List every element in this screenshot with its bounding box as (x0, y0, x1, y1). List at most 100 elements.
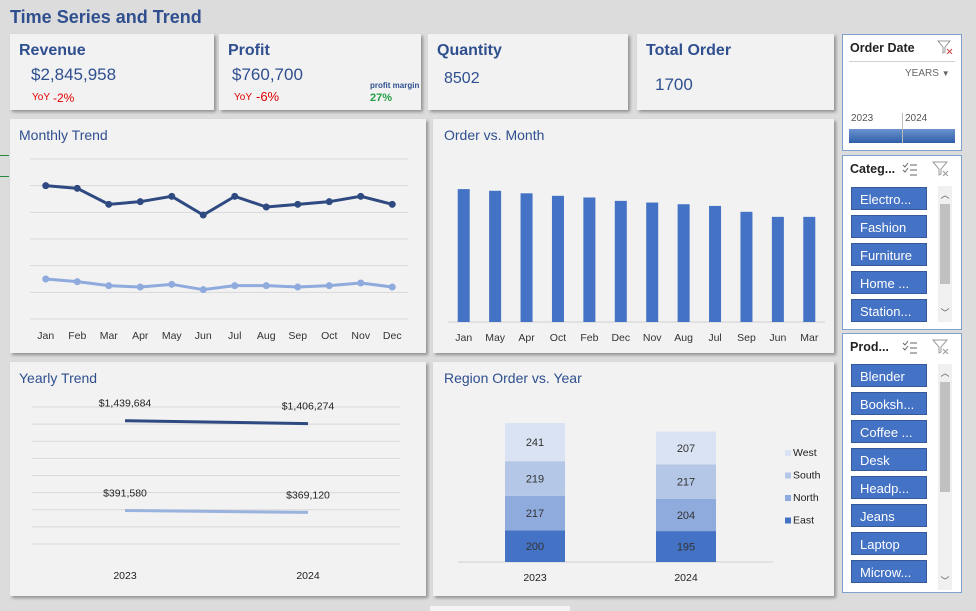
data-point (357, 279, 365, 287)
stacked-bar-segment (656, 498, 716, 532)
slicer-item[interactable]: Booksh... (851, 392, 927, 415)
x-tick-label: Apr (132, 330, 149, 342)
data-point (73, 278, 81, 286)
x-tick-label: Feb (580, 332, 598, 344)
multi-select-icon[interactable] (902, 340, 918, 354)
data-point (168, 280, 176, 288)
slicer-item[interactable]: Fashion (851, 215, 927, 238)
scroll-thumb[interactable] (940, 382, 950, 492)
scroll-down-icon[interactable]: ﹀ (940, 308, 950, 318)
x-tick-label: Sep (288, 330, 307, 342)
x-tick-label: 2024 (296, 570, 320, 582)
x-tick-label: Jan (455, 332, 472, 344)
multi-select-icon[interactable] (902, 162, 918, 176)
x-tick-label: May (162, 330, 183, 342)
revenue-card: Revenue $2,845,958 YoY -2% (10, 34, 214, 110)
data-label: $369,120 (286, 489, 330, 501)
x-tick-label: Jun (769, 332, 786, 344)
legend-label: West (793, 447, 817, 459)
slicer-item[interactable]: Blender (851, 364, 927, 387)
legend-swatch (785, 517, 791, 524)
x-tick-label: 2024 (674, 572, 698, 584)
edge-divider (0, 155, 9, 156)
data-point (325, 198, 333, 206)
bar (583, 197, 596, 322)
region-order-chart: 200 217 219 241 2023 195 204 217 207 2024 West Sout… (458, 422, 821, 584)
x-tick-label: Nov (643, 332, 662, 344)
bar (614, 200, 627, 322)
slicer-item[interactable]: Station... (851, 299, 927, 322)
stacked-bar-segment (656, 431, 716, 465)
legend-label: East (793, 515, 814, 527)
slicer-title: Categ... (850, 162, 896, 176)
page-title: Time Series and Trend (10, 7, 202, 27)
data-point (199, 211, 207, 219)
slicer-item[interactable]: Jeans (851, 504, 927, 527)
slicer-item[interactable]: Desk (851, 448, 927, 471)
profit-yoy-value: -6% (256, 89, 280, 104)
data-point (42, 275, 50, 283)
slicer-item[interactable]: Laptop (851, 532, 927, 555)
data-label: 219 (526, 474, 544, 486)
time-level-label: YEARS (905, 68, 939, 79)
quantity-title: Quantity (437, 42, 502, 59)
scroll-thumb[interactable] (940, 204, 950, 284)
data-point (105, 282, 113, 290)
stacked-bar-segment (656, 464, 716, 499)
slicer-title: Order Date (850, 41, 915, 55)
order-date-slicer[interactable]: Order Date YEARS ▼ 2023 2024 (842, 34, 962, 151)
clear-filter-icon[interactable] (932, 161, 950, 177)
bar (709, 205, 722, 322)
x-tick-label: Jul (228, 330, 241, 342)
profit-margin-label: profit margin (370, 81, 420, 90)
legend-swatch (785, 472, 791, 479)
yearly-trend-card: Yearly Trend $1,439,684 $1,406,274 $391,58… (10, 362, 426, 596)
scrollbar[interactable]: ︿ ﹀ (938, 364, 952, 590)
bar (771, 216, 784, 322)
scrollbar[interactable]: ︿ ﹀ (938, 186, 952, 322)
data-point (231, 282, 239, 290)
data-label: 217 (526, 508, 544, 520)
x-tick-label: Feb (68, 330, 86, 342)
slicer-item[interactable]: Microw... (851, 560, 927, 583)
slicer-item[interactable]: Furniture (851, 243, 927, 266)
x-tick-label: Dec (383, 330, 402, 342)
legend-swatch (785, 450, 791, 456)
time-level-dropdown[interactable]: YEARS ▼ (905, 68, 950, 79)
data-label: 217 (677, 477, 695, 489)
profit-value: $760,700 (232, 65, 303, 84)
slicer-item[interactable]: Coffee ... (851, 420, 927, 443)
stacked-bar-segment (505, 495, 565, 531)
category-slicer: Categ... Electro... Fashion Furniture Home … (842, 155, 962, 330)
data-label: $391,580 (103, 487, 147, 499)
profit-margin-value: 27% (370, 92, 393, 104)
x-tick-label: Jul (708, 332, 721, 344)
revenue-title: Revenue (19, 42, 86, 59)
timeline-year: 2024 (905, 113, 928, 124)
stacked-bar-segment (656, 531, 716, 562)
x-tick-label: Aug (257, 330, 276, 342)
slicer-item[interactable]: Home ... (851, 271, 927, 294)
x-tick-label: Dec (611, 332, 630, 344)
chart-title: Region Order vs. Year (444, 370, 582, 386)
profit-card: Profit $760,700 YoY -6% profit margin 27… (219, 34, 421, 110)
product-slicer: Prod... Blender Booksh... Coffee ... Desk He… (842, 333, 962, 593)
clear-filter-icon[interactable] (937, 40, 953, 54)
data-point (231, 192, 239, 200)
slicer-item[interactable]: Headp... (851, 476, 927, 499)
data-label: $1,439,684 (99, 398, 152, 410)
chart-title: Monthly Trend (19, 127, 108, 143)
x-tick-label: Jan (37, 330, 54, 342)
timeline-divider (902, 113, 903, 143)
bar (740, 211, 753, 322)
x-tick-label: Jun (195, 330, 212, 342)
revenue-value: $2,845,958 (31, 65, 117, 84)
data-point (294, 283, 302, 291)
scroll-up-icon[interactable]: ︿ (940, 368, 950, 378)
data-point (388, 200, 396, 208)
slicer-item[interactable]: Electro... (851, 187, 927, 210)
clear-filter-icon[interactable] (932, 339, 950, 355)
x-tick-label: Nov (351, 330, 370, 342)
scroll-down-icon[interactable]: ﹀ (940, 576, 950, 586)
scroll-up-icon[interactable]: ︿ (940, 190, 950, 200)
